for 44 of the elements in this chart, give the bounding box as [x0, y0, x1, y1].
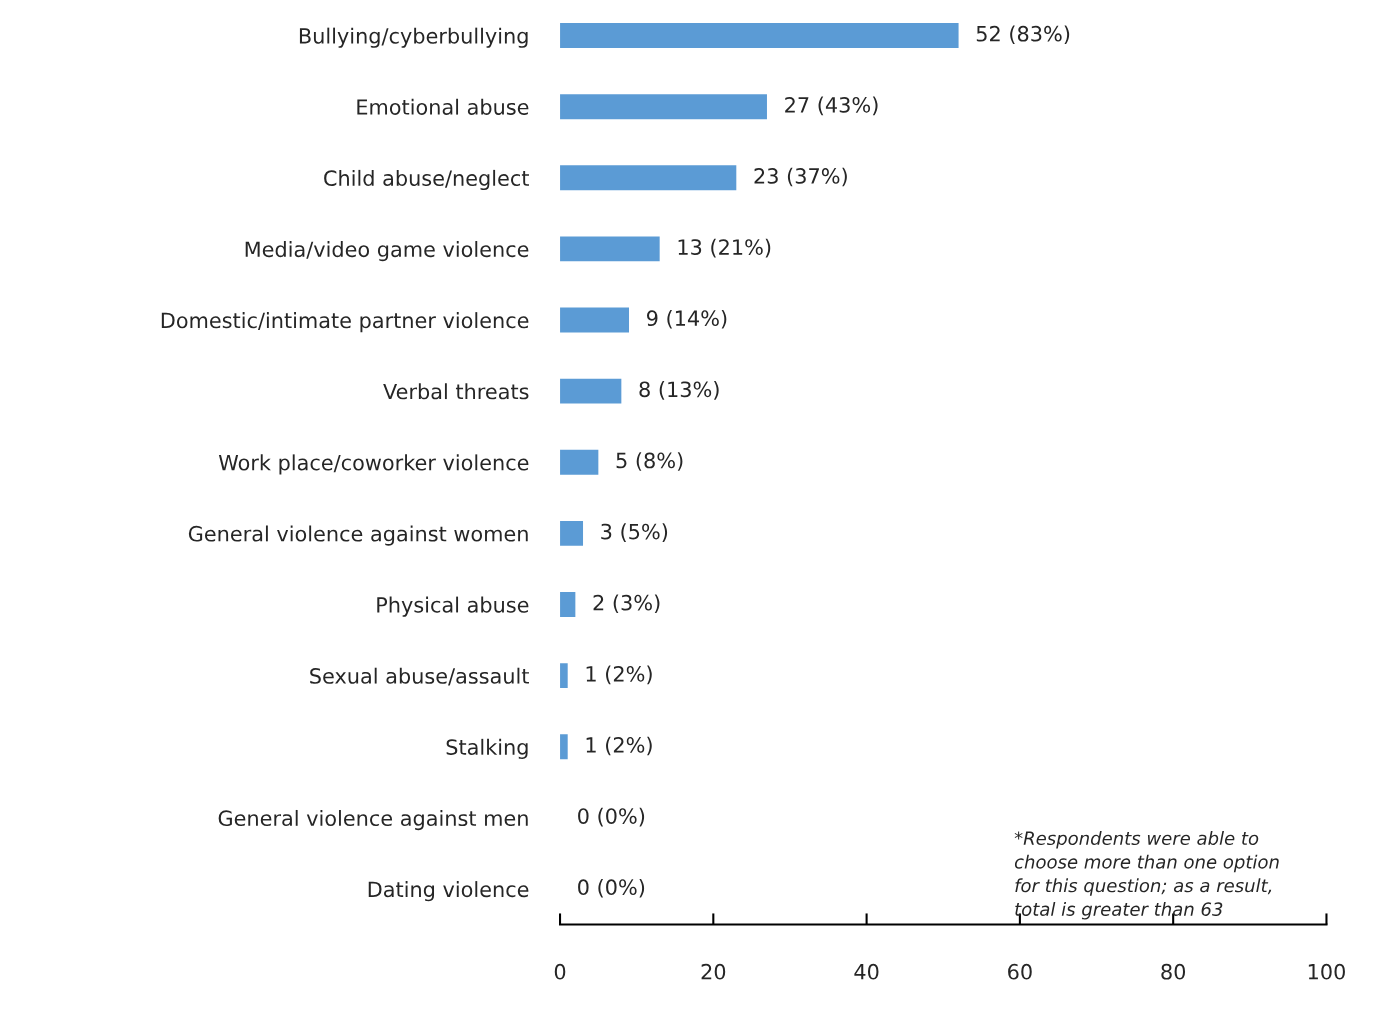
bar: [560, 449, 599, 475]
x-tick-label: 60: [1008, 963, 1032, 980]
data-label: 1 (2%): [586, 736, 652, 756]
bar: [560, 94, 767, 120]
x-tick-label: 80: [1161, 963, 1186, 980]
data-label: 1 (2%): [586, 665, 652, 685]
data-label: 3 (5%): [601, 523, 668, 542]
data-label: 2 (3%): [593, 594, 660, 614]
y-tick-label: Emotional abuse: [357, 98, 529, 115]
data-label: 0 (0%): [578, 878, 645, 898]
y-tick-label: Physical abuse: [377, 596, 529, 617]
annotation: *Respondents were able to choose more than one option for this question; as a result, total is greater than 63: [1014, 831, 1279, 920]
y-tick-label: Domestic/intimate partner violence: [161, 312, 529, 333]
y-tick-label: Stalking: [446, 738, 528, 760]
bar: [560, 734, 568, 760]
y-tick-label: Child abuse/neglect: [324, 169, 529, 191]
data-label: 23 (37%): [754, 167, 847, 187]
bar: [560, 378, 622, 404]
bar: [560, 520, 584, 546]
x-tick-label: 100: [1308, 963, 1345, 980]
y-tick-label: Media/video game violence: [245, 241, 529, 262]
bar: [560, 663, 568, 689]
x-tick-label: 0: [554, 963, 566, 980]
y-tick-label: General violence against men: [218, 809, 528, 831]
bar: [560, 592, 576, 617]
x-tick-label: 40: [854, 963, 879, 980]
data-label: 5 (8%): [616, 452, 683, 471]
bar: [560, 23, 959, 49]
y-tick-label: Sexual abuse/assault: [310, 667, 529, 686]
data-label: 8 (13%): [639, 381, 719, 400]
y-tick-label: Work place/coworker violence: [218, 454, 529, 475]
y-tick-label: Bullying/cyberbullying: [299, 27, 528, 48]
data-label: 13 (21%): [678, 238, 771, 258]
y-tick-label: Dating violence: [368, 881, 529, 902]
data-label: 0 (0%): [578, 807, 645, 827]
y-tick-label: Verbal threats: [383, 383, 529, 400]
data-label: 9 (14%): [646, 309, 727, 329]
data-label: 52 (83%): [976, 25, 1070, 45]
bar: [560, 165, 737, 191]
y-tick-label: General violence against women: [188, 525, 528, 546]
x-tick-label: 20: [701, 963, 726, 980]
bar: [560, 307, 630, 333]
data-label: 27 (43%): [785, 96, 878, 116]
bar: [560, 236, 660, 262]
